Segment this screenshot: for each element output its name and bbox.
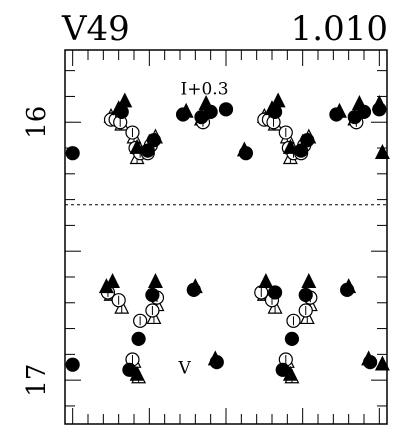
point-filled-circle: [372, 102, 387, 117]
y-tick-label-17: 17: [22, 364, 52, 397]
point-filled-triangle: [129, 138, 145, 154]
point-filled-circle: [218, 102, 234, 117]
point-filled-circle: [145, 287, 160, 303]
period-label: 1.010: [291, 9, 388, 49]
point-filled-circle: [267, 104, 283, 120]
point-filled-circle: [114, 104, 129, 120]
data-points: [65, 92, 390, 384]
point-filled-circle: [294, 143, 309, 158]
point-filled-circle: [275, 362, 290, 377]
point-filled-triangle: [258, 272, 274, 288]
axis-ticks: [65, 50, 387, 424]
v-band-annotation: V: [177, 358, 191, 378]
point-filled-circle: [298, 287, 313, 303]
point-filled-circle: [122, 362, 137, 377]
point-filled-circle: [340, 282, 355, 297]
point-filled-circle: [65, 357, 80, 372]
point-filled-triangle: [374, 355, 390, 371]
star-label: V49: [61, 9, 130, 49]
point-filled-triangle: [270, 92, 286, 108]
point-filled-circle: [267, 285, 283, 300]
y-tick-label-16: 16: [22, 106, 52, 139]
point-filled-circle: [140, 143, 155, 158]
point-filled-triangle: [301, 272, 317, 288]
point-filled-circle: [175, 107, 191, 122]
point-filled-circle: [131, 331, 146, 346]
point-filled-circle: [363, 354, 378, 370]
i-band-annotation: I+0.3: [181, 80, 229, 100]
point-filled-triangle: [374, 144, 390, 159]
point-filled-circle: [209, 354, 224, 370]
point-filled-triangle: [282, 138, 298, 154]
point-filled-circle: [356, 104, 372, 120]
point-filled-circle: [203, 104, 218, 120]
point-filled-circle: [186, 282, 201, 297]
point-filled-circle: [329, 107, 344, 122]
point-filled-circle: [238, 146, 254, 161]
point-filled-circle: [300, 133, 315, 148]
point-filled-circle: [284, 331, 300, 346]
point-filled-triangle: [117, 92, 133, 108]
point-filled-circle: [146, 133, 162, 148]
point-filled-triangle: [105, 272, 121, 288]
point-filled-triangle: [147, 272, 163, 288]
point-filled-circle: [65, 146, 80, 161]
